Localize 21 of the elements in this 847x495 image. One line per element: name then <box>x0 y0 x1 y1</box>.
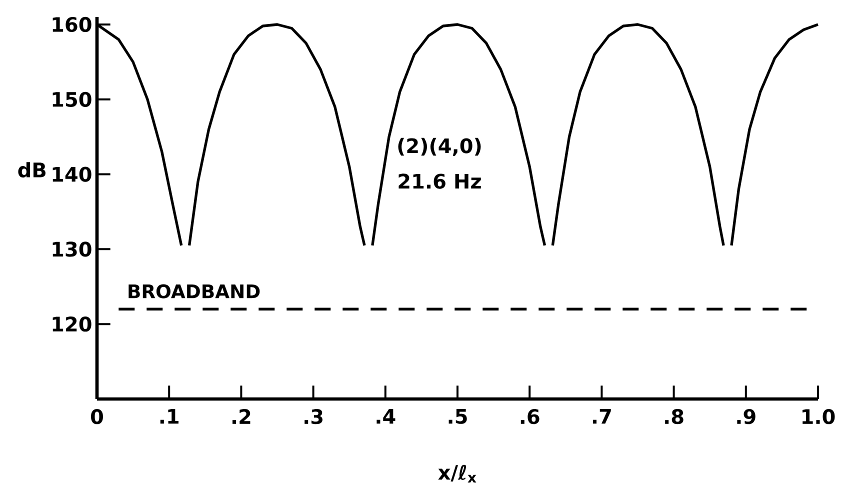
x-tick-label: .8 <box>665 409 684 424</box>
x-tick-label: .1 <box>160 409 178 424</box>
x-tick-label: 0 <box>91 409 103 424</box>
annotation: 21.6 Hz <box>398 174 481 189</box>
ref-line-label: BROADBAND <box>128 284 260 298</box>
x-tick-label: .4 <box>376 409 396 424</box>
x-tick-label: .6 <box>520 409 540 424</box>
y-tick-label: 120 <box>52 316 92 332</box>
y-tick-label: 150 <box>52 92 92 107</box>
x-tick-label: .2 <box>232 409 250 424</box>
x-axis-title: x/ℓ$_{x}$ <box>438 464 476 483</box>
y-tick-label: 160 <box>52 16 92 32</box>
x-tick-label: .9 <box>737 409 756 424</box>
y-axis-title: dB <box>18 162 46 178</box>
y-tick-label: 130 <box>52 242 92 257</box>
y-tick-label: 140 <box>52 166 92 182</box>
x-tick-label: 1.0 <box>802 409 835 424</box>
x-tick-label: .7 <box>592 409 611 424</box>
annotation: (2)(4,0) <box>398 138 481 156</box>
x-tick-label: .3 <box>304 409 322 424</box>
x-tick-label: .5 <box>448 409 467 424</box>
